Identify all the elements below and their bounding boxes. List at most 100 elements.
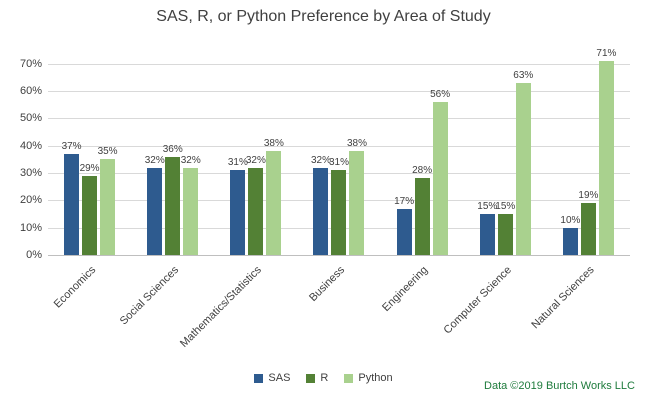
- bar-python: [266, 151, 282, 255]
- bar-sas: [230, 170, 246, 255]
- bar-r: [331, 170, 347, 255]
- y-axis-label: 30%: [19, 167, 42, 179]
- bar-wrap: 35%: [98, 146, 118, 255]
- legend-item-sas: SAS: [254, 372, 290, 384]
- bar-python: [349, 151, 365, 255]
- x-axis-cell: Computer Science: [441, 258, 547, 358]
- bar-sas: [64, 153, 80, 255]
- x-axis-label: Economics: [51, 264, 99, 311]
- bar-wrap: 32%: [245, 154, 266, 255]
- bar-wrap: 31%: [227, 157, 248, 255]
- bar-value-label: 38%: [263, 138, 284, 150]
- bar-value-label: 31%: [227, 157, 248, 169]
- bar-value-label: 32%: [310, 154, 331, 166]
- bar-groups: 37% 29% 35% 32% 36% 32% 31% 32% 38% 32% 31% 38% 17% 2…: [48, 47, 630, 255]
- bar-group: 17% 28% 56%: [381, 50, 464, 255]
- bar-wrap: 37%: [61, 140, 82, 255]
- bar-wrap: 32%: [145, 155, 165, 255]
- bar-wrap: 28%: [412, 165, 433, 255]
- bar-value-label: 63%: [513, 69, 534, 81]
- attribution: Data ©2019 Burtch Works LLC: [484, 380, 635, 392]
- bar-group: 37% 29% 35%: [48, 50, 131, 255]
- bar-wrap: 56%: [430, 88, 451, 255]
- legend-label: SAS: [268, 372, 291, 384]
- y-axis-label: 10%: [19, 221, 42, 234]
- bar-python: [100, 159, 116, 255]
- plot-area: 37% 29% 35% 32% 36% 32% 31% 32% 38% 32% 31% 38% 17% 2…: [48, 47, 630, 256]
- bar-wrap: 36%: [162, 143, 183, 255]
- legend-item-r: R: [306, 372, 328, 384]
- gridline: [48, 63, 630, 65]
- bar-wrap: 38%: [263, 138, 284, 255]
- x-axis-cell: Social Sciences: [118, 258, 214, 358]
- bar-wrap: 32%: [180, 154, 201, 255]
- bar-value-label: 28%: [412, 165, 433, 177]
- bar-wrap: 31%: [328, 157, 349, 255]
- bar-r: [248, 167, 264, 255]
- bar-wrap: 38%: [346, 138, 367, 255]
- bar-wrap: 15%: [495, 201, 516, 255]
- bar-r: [580, 203, 596, 255]
- legend-label: R: [320, 372, 329, 384]
- bar-wrap: 10%: [560, 214, 581, 255]
- x-axis-cell: Natural Sciences: [530, 258, 630, 358]
- x-axis-label: Engineering: [380, 264, 431, 315]
- bar-r: [82, 175, 98, 255]
- legend-swatch: [306, 373, 316, 383]
- bar-python: [515, 82, 531, 255]
- bar-sas: [396, 208, 412, 255]
- bar-group: 32% 31% 38%: [297, 50, 380, 255]
- bar-group: 32% 36% 32%: [131, 50, 214, 255]
- bar-python: [432, 101, 448, 255]
- bar-group: 31% 32% 38%: [214, 50, 297, 255]
- x-axis-cell: Mathematics/Statistics: [178, 258, 297, 358]
- bar-value-label: 36%: [162, 143, 183, 155]
- y-axis-label: 50%: [19, 112, 42, 125]
- x-axis-cell: Business: [297, 258, 380, 358]
- bar-r: [414, 178, 430, 255]
- bar-python: [598, 60, 614, 255]
- x-axis-label: Business: [307, 264, 348, 305]
- bar-sas: [479, 214, 495, 255]
- bar-value-label: 10%: [560, 214, 581, 226]
- bar-wrap: 29%: [80, 163, 100, 255]
- bar-sas: [313, 167, 329, 255]
- bar-r: [165, 156, 181, 255]
- bar-wrap: 71%: [596, 47, 617, 255]
- legend: SAS R Python: [0, 372, 647, 384]
- bar-wrap: 15%: [477, 201, 498, 255]
- bar-value-label: 32%: [180, 154, 201, 166]
- bar-sas: [562, 227, 578, 255]
- bar-group: 15% 15% 63%: [464, 50, 547, 255]
- y-axis-label: 20%: [19, 194, 42, 207]
- legend-swatch: [254, 373, 264, 383]
- gridline: [48, 91, 630, 92]
- bar-value-label: 37%: [61, 140, 82, 152]
- y-axis-label: 0%: [26, 249, 42, 261]
- bar-value-label: 15%: [477, 201, 498, 212]
- bar-value-label: 15%: [495, 201, 516, 212]
- bar-value-label: 31%: [328, 157, 349, 169]
- bar-value-label: 32%: [245, 154, 266, 166]
- legend-label: Python: [358, 372, 393, 384]
- gridline: [48, 145, 630, 147]
- y-axis: 0% 10% 20% 30% 40% 50% 60% 70%: [0, 50, 42, 261]
- bar-sas: [147, 167, 163, 255]
- gridline: [48, 118, 630, 120]
- bar-group: 10% 19% 71%: [547, 47, 630, 255]
- x-axis-cell: Engineering: [381, 258, 464, 358]
- bar-wrap: 63%: [513, 69, 534, 255]
- bar-value-label: 71%: [596, 47, 617, 59]
- bar-r: [497, 214, 513, 255]
- bar-wrap: 32%: [310, 154, 331, 255]
- bar-value-label: 56%: [430, 88, 451, 100]
- bar-value-label: 38%: [346, 138, 367, 150]
- y-axis-label: 60%: [19, 85, 42, 97]
- x-axis-cell: Economics: [48, 258, 131, 358]
- bar-python: [183, 167, 199, 255]
- bar-wrap: 17%: [394, 195, 415, 255]
- bar-value-label: 19%: [578, 190, 599, 202]
- x-axis: Economics Social Sciences Mathematics/Stat…: [48, 258, 630, 358]
- bar-value-label: 17%: [394, 195, 415, 207]
